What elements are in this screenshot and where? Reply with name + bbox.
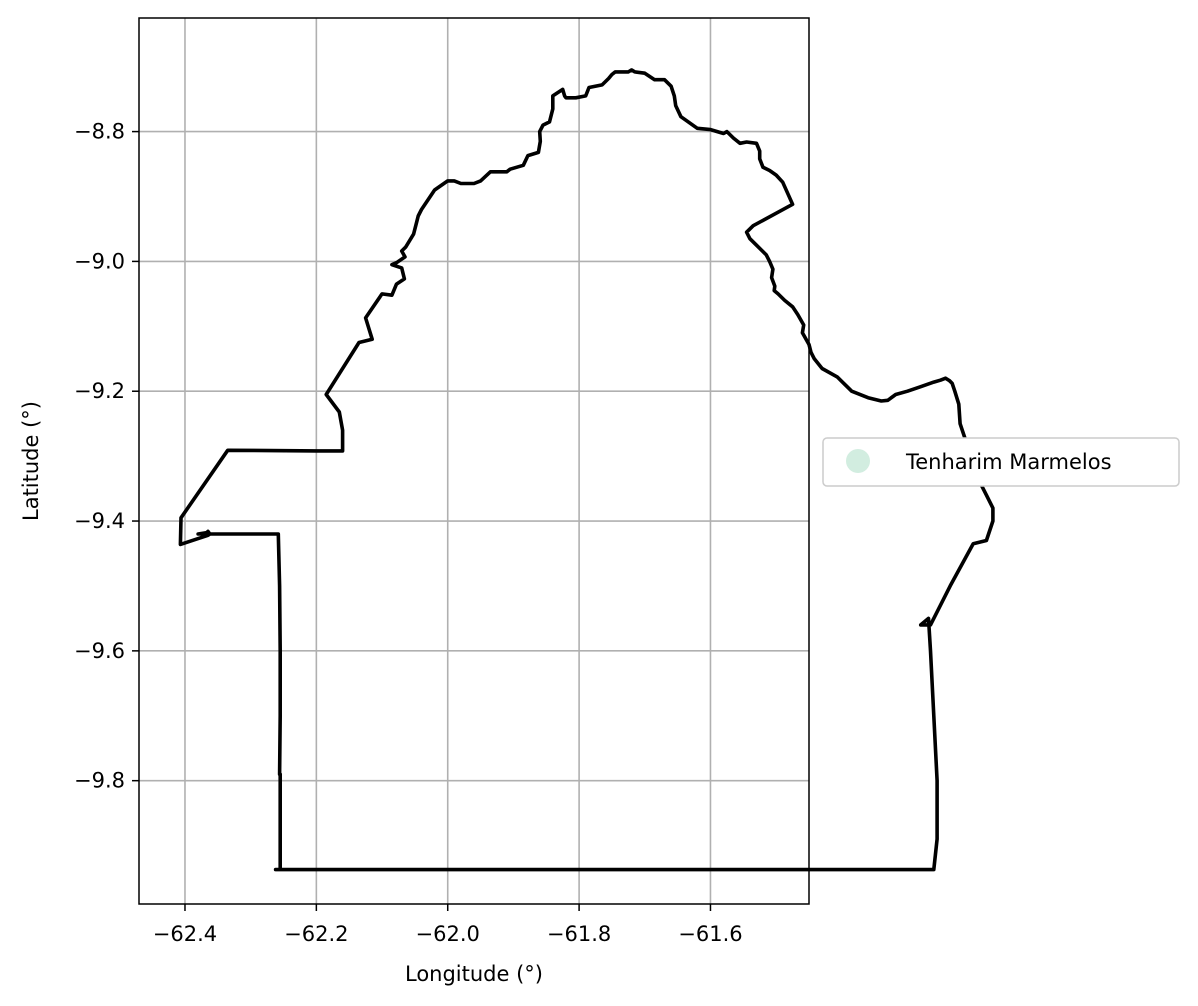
y-tick-label: −9.0: [74, 249, 125, 273]
x-tick-label: −61.6: [678, 922, 742, 946]
y-axis-label: Latitude (°): [19, 401, 43, 521]
legend-box: [822, 437, 1180, 487]
plot-frame: [138, 17, 810, 905]
territory-boundary: [178, 68, 995, 872]
legend-label: Tenharim Marmelos: [905, 450, 1112, 474]
y-tick-label: −9.4: [74, 509, 125, 533]
boundary-layer: [178, 68, 995, 872]
x-tick-label: −62.2: [284, 922, 348, 946]
gridlines: [139, 18, 809, 904]
y-tick-label: −8.8: [74, 120, 125, 144]
x-tick-label: −61.8: [547, 922, 611, 946]
x-tick-label: −62.4: [153, 922, 217, 946]
y-tick-label: −9.8: [74, 769, 125, 793]
y-tick-label: −9.2: [74, 379, 125, 403]
y-axis-ticks: −8.8 −9.0 −9.2 −9.4 −9.6 −9.8: [74, 120, 139, 793]
legend-marker: [846, 449, 870, 473]
y-tick-label: −9.6: [74, 639, 125, 663]
x-tick-label: −62.0: [416, 922, 480, 946]
x-axis-ticks: −62.4 −62.2 −62.0 −61.8 −61.6: [153, 904, 743, 946]
x-axis-label: Longitude (°): [405, 962, 543, 986]
legend: Tenharim Marmelos: [822, 437, 1180, 487]
